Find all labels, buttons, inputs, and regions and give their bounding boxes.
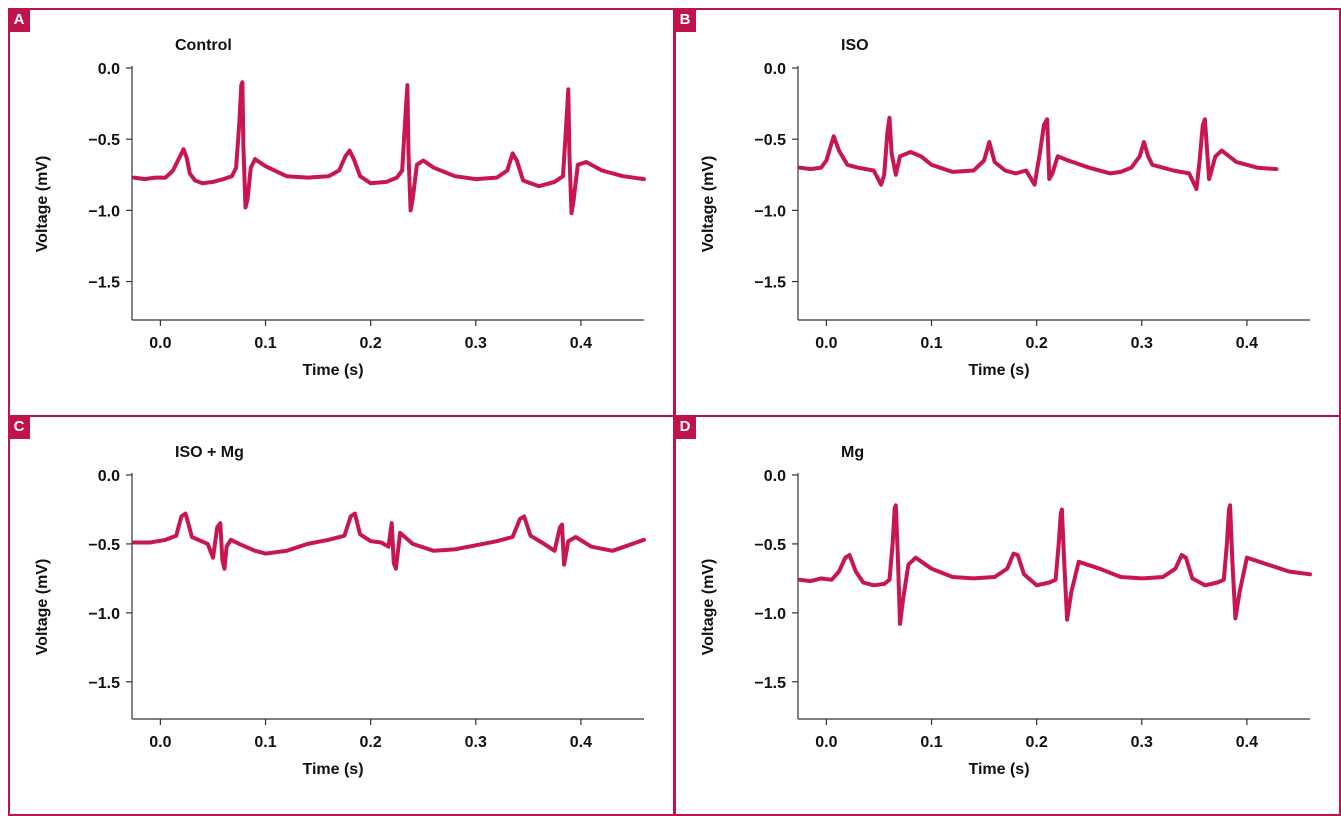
x-tick-label: 0.2 (1026, 734, 1048, 751)
x-tick-label: 0.0 (815, 734, 837, 751)
ecg-trace (132, 80, 646, 216)
chart-title: ISO (841, 37, 869, 54)
y-tick-label: 0.0 (764, 61, 786, 78)
y-tick-label: 0.0 (98, 61, 120, 78)
x-tick-label: 0.0 (815, 335, 837, 352)
chart-mg: 0.0 0.1 0.2 0.3 0.4 0.0 −0.5 −1.0 −1.5 Time (s) Vo… (700, 444, 1312, 778)
panel-mg: D 0.0 0.1 0.2 0.3 0.4 0.0 −0.5 −1.0 −1.5 Time (s)… (674, 415, 1341, 816)
y-tick-label: −0.5 (88, 537, 120, 554)
y-axis-label: Voltage (mV) (34, 156, 51, 253)
x-tick-label: 0.1 (920, 335, 942, 352)
x-tick-label: 0.1 (254, 734, 276, 751)
x-tick-label: 0.4 (570, 734, 592, 751)
y-axis-label: Voltage (mV) (34, 559, 51, 656)
ecg-trace (798, 115, 1279, 191)
chart-title: Mg (841, 444, 864, 461)
y-tick-label: 0.0 (764, 468, 786, 485)
x-tick-label: 0.1 (254, 335, 276, 352)
x-tick-label: 0.0 (149, 335, 171, 352)
x-axis-label: Time (s) (968, 761, 1029, 778)
panel-letter: A (8, 8, 30, 32)
y-tick-label: 0.0 (98, 468, 120, 485)
chart-title: Control (175, 37, 232, 54)
chart-control: 0.0 0.1 0.2 0.3 0.4 0.0 −0.5 −1.0 −1.5 Time (s) Vo… (34, 37, 646, 379)
chart-iso: 0.0 0.1 0.2 0.3 0.4 0.0 −0.5 −1.0 −1.5 Time (s) Vo… (700, 37, 1310, 379)
y-tick-label: −1.0 (88, 606, 120, 623)
y-tick-label: −1.5 (754, 275, 786, 292)
x-axis-label: Time (s) (968, 362, 1029, 379)
x-tick-label: 0.0 (149, 734, 171, 751)
ecg-trace (798, 503, 1312, 626)
x-tick-label: 0.4 (570, 335, 592, 352)
y-tick-label: −1.5 (88, 275, 120, 292)
x-tick-label: 0.2 (360, 734, 382, 751)
x-tick-label: 0.3 (465, 734, 487, 751)
y-tick-label: −0.5 (754, 132, 786, 149)
panel-letter: C (8, 415, 30, 439)
y-tick-label: −0.5 (754, 537, 786, 554)
x-axis-label: Time (s) (302, 761, 363, 778)
x-tick-label: 0.1 (920, 734, 942, 751)
y-tick-label: −1.0 (88, 203, 120, 220)
y-tick-label: −1.5 (754, 675, 786, 692)
y-tick-label: −1.0 (754, 203, 786, 220)
y-tick-label: −1.0 (754, 606, 786, 623)
y-tick-label: −1.5 (88, 675, 120, 692)
panel-letter: B (674, 8, 696, 32)
x-tick-label: 0.2 (1026, 335, 1048, 352)
y-tick-label: −0.5 (88, 132, 120, 149)
x-tick-label: 0.4 (1236, 734, 1258, 751)
x-tick-label: 0.3 (465, 335, 487, 352)
panel-iso-mg: C 0.0 0.1 0.2 0.3 0.4 0.0 −0.5 −1.0 −1.5 Time (s)… (8, 415, 675, 816)
y-axis-label: Voltage (mV) (700, 559, 717, 656)
y-axis-label: Voltage (mV) (700, 156, 717, 253)
x-tick-label: 0.3 (1131, 335, 1153, 352)
x-tick-label: 0.4 (1236, 335, 1258, 352)
panel-letter: D (674, 415, 696, 439)
ecg-trace (132, 511, 646, 571)
x-axis-label: Time (s) (302, 362, 363, 379)
x-tick-label: 0.3 (1131, 734, 1153, 751)
x-tick-label: 0.2 (360, 335, 382, 352)
panel-iso: B 0.0 0.1 0.2 0.3 0.4 0.0 −0.5 −1.0 −1.5 Time (s)… (674, 8, 1341, 417)
chart-title: ISO + Mg (175, 444, 244, 461)
chart-iso-mg: 0.0 0.1 0.2 0.3 0.4 0.0 −0.5 −1.0 −1.5 Time (s) Vo… (34, 444, 646, 778)
panel-control: A 0.0 0.1 0.2 0.3 0.4 0.0 −0.5 −1.0 −1.5 Time (s)… (8, 8, 675, 417)
